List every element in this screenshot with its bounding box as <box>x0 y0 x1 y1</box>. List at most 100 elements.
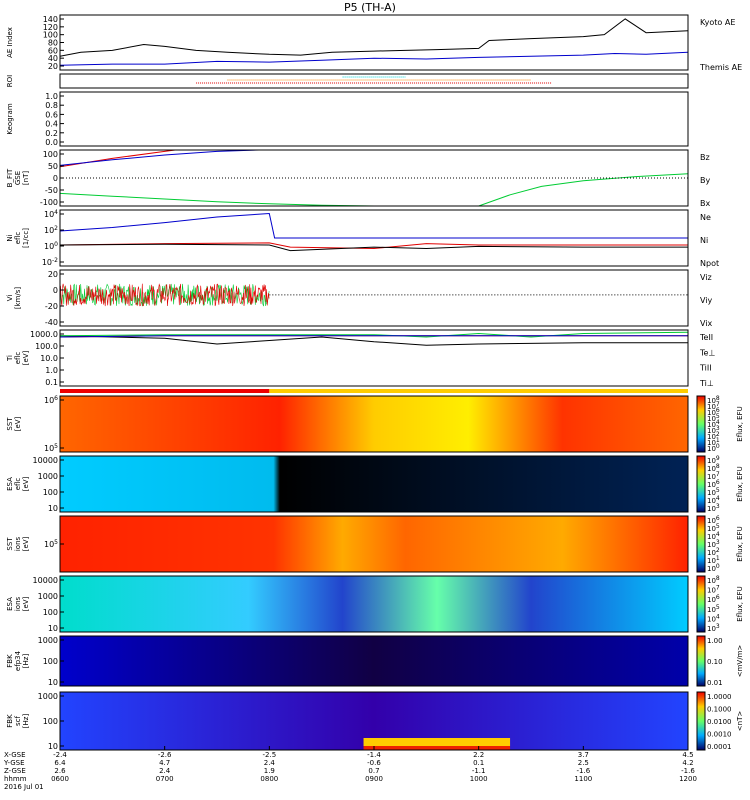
legend-entry: Npot <box>700 259 719 268</box>
y-tick-label: 0.8 <box>45 101 58 110</box>
x-tick-label: 1000 <box>470 775 488 783</box>
y-tick-label: 20 <box>48 270 58 279</box>
heatmap-sst_e <box>60 396 688 452</box>
y-tick-label: 0 <box>53 286 58 295</box>
y-tick-label: 140 <box>43 15 58 24</box>
y-tick-label: 10-2 <box>42 257 58 267</box>
colorbar-tick-label: 108 <box>707 463 720 473</box>
x-tick-label: 1200 <box>679 775 697 783</box>
colorbar-tick-label: 104 <box>707 419 720 429</box>
y-tick-label: 100 <box>43 657 58 666</box>
series-line-ae <box>59 51 689 66</box>
y-tick-label: 1000 <box>38 592 58 601</box>
legend-entry: Vix <box>700 319 713 328</box>
y-tick-label: 100 <box>43 150 58 159</box>
y-axis-label: [1/cc] <box>22 228 30 248</box>
y-axis-label: [eV] <box>14 416 22 431</box>
colorbar-tick-label: 105 <box>707 604 720 614</box>
y-axis-label: ESA <box>6 477 14 491</box>
y-tick-label: 10 <box>48 678 58 687</box>
colorbar-label: Eflux, EFU <box>736 406 744 441</box>
colorbar-label: <mV/m> <box>736 645 744 678</box>
colorbar-tick-label: 101 <box>707 437 720 447</box>
colorbar-tick-label: 102 <box>707 547 720 557</box>
y-tick-label: 40 <box>48 54 58 63</box>
x-tick-label: -2.5 <box>262 751 276 759</box>
panel-frame-ae <box>59 14 689 71</box>
y-axis-label: B_FIT <box>6 168 14 187</box>
panel-frame-sst_e <box>59 395 689 453</box>
colorbar-tick-label: 103 <box>707 539 720 549</box>
x-axis-row-label: hhmm <box>4 775 27 783</box>
text-layer: Kyoto AE Themis AE Bz By Bx Ne Ni Npot TeII Te⊥ Ti… <box>3 15 744 791</box>
x-tick-label: 0900 <box>365 775 383 783</box>
x-tick-label: 2.2 <box>473 751 484 759</box>
series-line-bfit <box>59 173 689 207</box>
heatmap-esa_e <box>60 456 688 512</box>
series-line-ni <box>59 242 688 250</box>
status-strip <box>60 389 270 393</box>
x-tick-label: 2.6 <box>54 767 66 775</box>
colorbar <box>696 455 706 513</box>
y-axis-label: GSE <box>14 171 22 185</box>
colorbar-tick-label: 107 <box>707 401 720 411</box>
colorbar-tick-label: 103 <box>707 503 720 513</box>
panel-frame-esa_e <box>59 455 689 513</box>
colorbar-tick-label: 106 <box>707 515 720 525</box>
y-axis-label: Vi <box>6 295 14 302</box>
heatmap-band <box>363 746 511 750</box>
y-tick-label: 104 <box>44 209 58 219</box>
colorbar-tick-label: 0.10 <box>707 658 723 666</box>
series-line-ti <box>59 331 689 338</box>
y-axis-label: efp34 <box>14 650 22 671</box>
y-tick-label: 0.0 <box>45 138 58 147</box>
colorbar-tick-label: 105 <box>707 523 720 533</box>
x-tick-label: -1.4 <box>367 751 381 759</box>
legend-entry: Te⊥ <box>699 348 715 357</box>
colorbar-tick-label: 108 <box>707 575 720 585</box>
y-tick-label: 10 <box>48 504 58 513</box>
x-tick-label: 0700 <box>156 775 174 783</box>
x-tick-label: -1.6 <box>576 767 590 775</box>
colorbar <box>696 515 706 573</box>
x-tick-label: -0.6 <box>367 759 381 767</box>
series-line-ae <box>59 18 689 57</box>
y-axis-label: SST <box>6 537 14 551</box>
y-axis-label: Keogram <box>6 103 14 134</box>
colorbar-tick-label: 107 <box>707 471 720 481</box>
x-tick-label: 0.7 <box>368 767 379 775</box>
plot-layer <box>59 14 706 751</box>
colorbar-label: Eflux, EFU <box>736 526 744 561</box>
y-tick-label: 10 <box>48 624 58 633</box>
x-axis-row-label: X-GSE <box>4 751 26 759</box>
y-tick-label: 100 <box>43 488 58 497</box>
x-axis-row-label: Y-GSE <box>3 759 25 767</box>
y-tick-label: -50 <box>45 186 58 195</box>
y-tick-label: 50 <box>48 162 58 171</box>
colorbar-tick-label: 105 <box>707 413 720 423</box>
x-axis-row-label: Z-GSE <box>4 767 26 775</box>
y-tick-label: 100 <box>43 717 58 726</box>
y-tick-label: 105 <box>44 443 58 453</box>
x-tick-label: 0800 <box>260 775 278 783</box>
y-tick-label: 100 <box>43 31 58 40</box>
legend-entry: TiII <box>699 364 712 373</box>
x-tick-label: 4.2 <box>682 759 693 767</box>
y-axis-label: ROI <box>6 75 14 87</box>
x-tick-label: 0600 <box>51 775 69 783</box>
x-tick-label: 4.7 <box>159 759 170 767</box>
colorbar-tick-label: 0.0001 <box>707 743 732 751</box>
x-tick-label: 0.1 <box>473 759 484 767</box>
colorbar-tick-label: 103 <box>707 623 720 633</box>
colorbar-tick-label: 106 <box>707 594 720 604</box>
colorbar <box>696 691 706 751</box>
y-tick-label: 10.0 <box>40 354 58 363</box>
y-axis-label: AE Index <box>6 27 14 58</box>
colorbar-label: <nT> <box>736 711 744 732</box>
colorbar <box>696 635 706 687</box>
colorbar-tick-label: 106 <box>707 479 720 489</box>
legend-entry: Viz <box>700 273 712 282</box>
y-axis-label: [eV] <box>22 350 30 365</box>
heatmap-sst_i <box>60 516 688 572</box>
heatmap-fbk_e <box>60 636 688 686</box>
